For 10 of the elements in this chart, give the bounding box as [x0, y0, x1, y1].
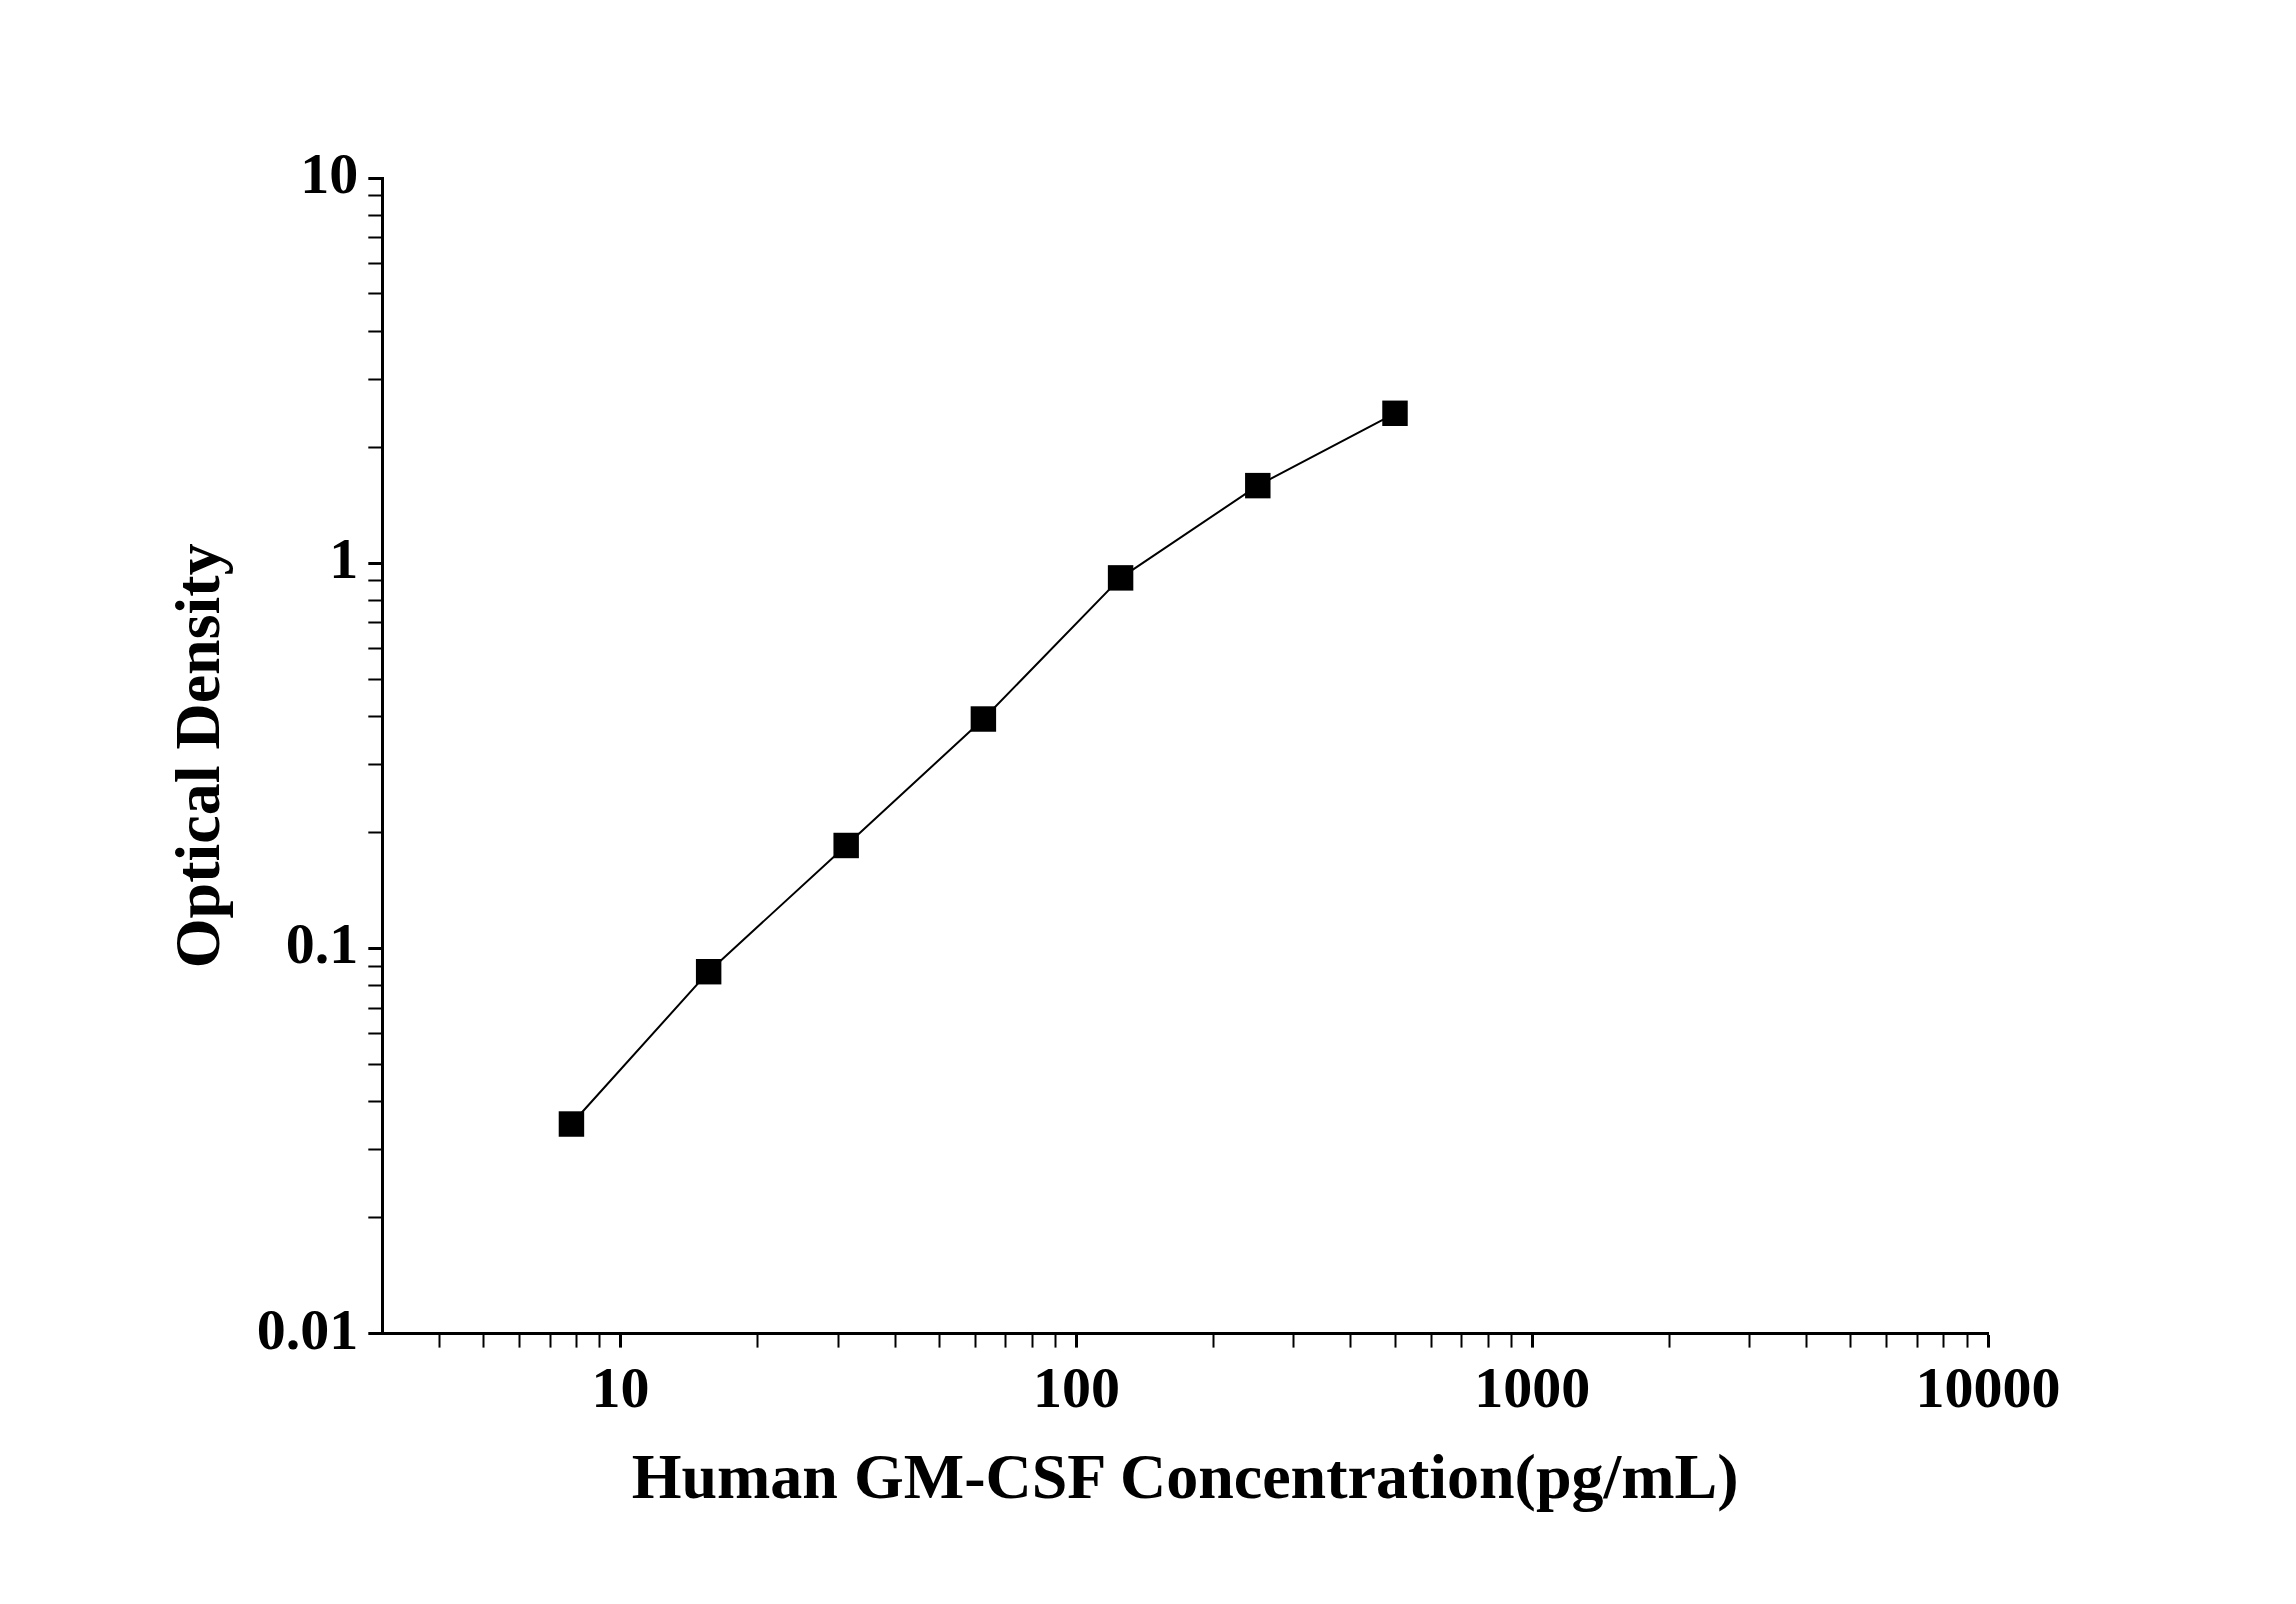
- x-axis-title: Human GM-CSF Concentration(pg/mL): [631, 1441, 1739, 1513]
- y-tick-label: 0.01: [256, 1296, 359, 1362]
- x-tick-label: 10000: [1915, 1355, 2061, 1421]
- y-axis-title: Optical Density: [161, 543, 233, 969]
- y-tick-label: 10: [300, 140, 359, 206]
- y-tick-label: 0.1: [285, 911, 359, 977]
- x-tick-label: 1000: [1474, 1355, 1591, 1421]
- x-tick-label: 10: [591, 1355, 650, 1421]
- y-tick-label: 1: [329, 526, 359, 592]
- x-tick-label: 100: [1032, 1355, 1120, 1421]
